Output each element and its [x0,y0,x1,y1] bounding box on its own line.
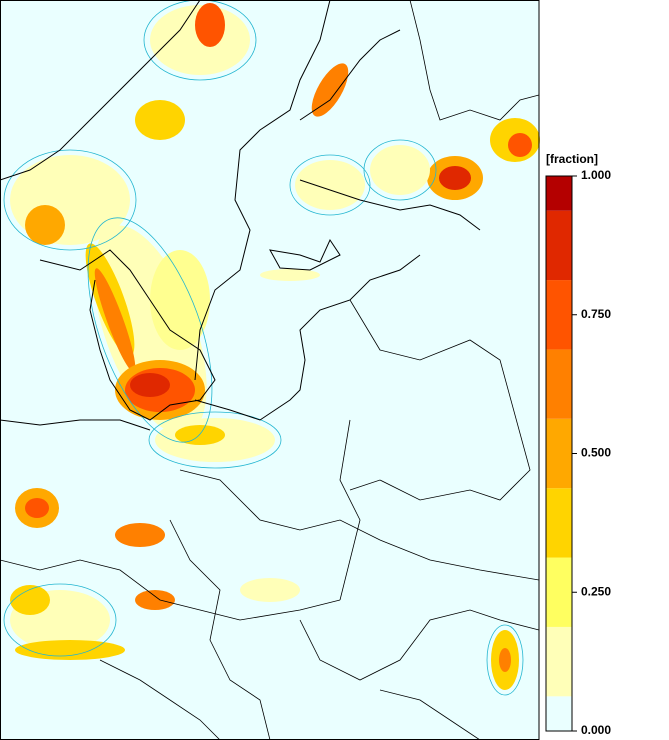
borders [0,0,540,740]
colorbar-level [546,280,572,350]
colorbar-level [546,557,572,627]
coastlines [0,0,481,431]
map [0,0,540,740]
colorbar-level [546,696,572,731]
colorbar-level [546,349,572,419]
colorbar-level [546,626,572,697]
colorbar-tick-label: 0.750 [581,307,611,321]
contours [3,0,524,696]
colorbar-level [546,418,572,489]
colorbar-level [546,176,572,211]
colorbar-tick-label: 0.000 [581,723,611,737]
colorbar-tick-label: 0.500 [581,446,611,460]
field [10,3,540,690]
colorbar: [fraction] 0.000 0.250 0.500 0.750 1.000 [545,152,611,737]
colorbar-level [546,488,572,558]
colorbar-level [546,210,572,281]
colorbar-tick-label: 1.000 [581,168,611,182]
colorbar-label: [fraction] [546,152,598,166]
colorbar-tick-label: 0.250 [581,584,611,598]
